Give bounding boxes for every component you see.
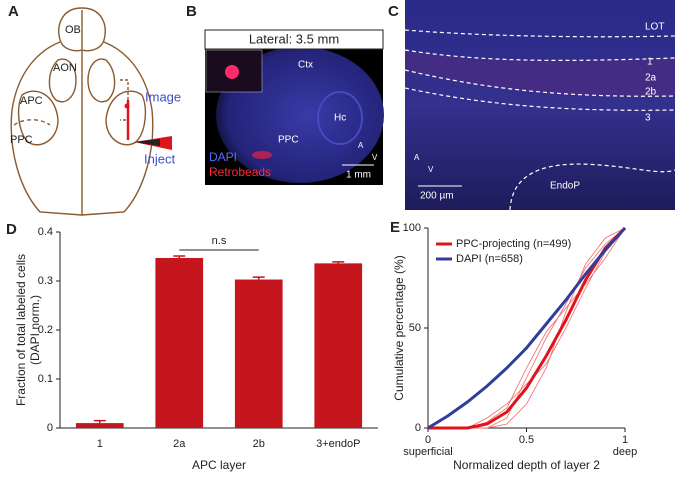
panel-letter: E (390, 219, 400, 236)
region-label: EndoP (550, 181, 580, 192)
x-axis-title: Normalized depth of layer 2 (453, 458, 600, 472)
scale-label: 200 µm (420, 191, 454, 202)
y-tick-label: 0.4 (38, 226, 53, 238)
axis-end-label: superficial (403, 446, 453, 458)
panel-letter: A (8, 3, 19, 20)
bar (75, 423, 124, 428)
y-tick-label: 0 (47, 422, 53, 434)
y-tick-label: 100 (403, 222, 421, 234)
legend-label: PPC-projecting (n=499) (456, 238, 571, 250)
x-tick-label: 3+endoP (316, 438, 360, 450)
region-label: PPC (278, 135, 299, 146)
region-label: APC (20, 95, 43, 107)
panel-letter: D (6, 221, 17, 238)
compass-label: V (372, 153, 378, 162)
stain-label: DAPI (209, 150, 237, 164)
y-axis-title: Cumulative percentage (%) (392, 255, 406, 400)
hippocampus (317, 91, 363, 145)
inset (205, 49, 263, 93)
y-axis-title: (DAPI norm.) (28, 295, 42, 365)
bar (155, 257, 204, 428)
compass-label: V (428, 165, 434, 174)
title-box (204, 29, 384, 50)
layer-band (405, 50, 675, 97)
scale-label: 1 mm (346, 170, 371, 181)
layer-label: 2b (645, 87, 657, 98)
layer-label: 3 (645, 113, 651, 124)
error-bar (252, 276, 265, 280)
image-label: Image (145, 89, 181, 104)
region-label: Hc (334, 113, 346, 124)
x-tick-label: 2b (253, 438, 265, 450)
layer-label: 2a (645, 73, 657, 84)
legend-label: DAPI (n=658) (456, 253, 523, 265)
panel-title: Lateral: 3.5 mm (249, 31, 339, 46)
brain-diagram (10, 7, 172, 216)
compass-label: A (414, 153, 420, 162)
panel-letter: C (388, 3, 399, 20)
region-label: Ctx (298, 60, 313, 71)
y-tick-label: 50 (409, 322, 421, 334)
micrograph (405, 0, 675, 210)
layer-label: 1 (647, 57, 653, 68)
y-tick-label: 0.3 (38, 275, 53, 287)
bar (314, 263, 363, 428)
panel-letter: B (186, 3, 197, 20)
region-label: OB (65, 24, 81, 36)
x-tick-label: 1 (622, 434, 628, 446)
region-label: AON (53, 62, 77, 74)
region-label: PPC (10, 134, 33, 146)
series-line (428, 226, 627, 430)
x-tick-label: 0 (425, 434, 431, 446)
error-bar (173, 255, 186, 258)
bead-cluster (252, 151, 272, 159)
significance-label: n.s (212, 235, 227, 247)
bar (234, 279, 283, 428)
x-tick-label: 2a (173, 438, 186, 450)
axis-end-label: deep (613, 446, 637, 458)
layer-label: LOT (645, 22, 664, 33)
y-tick-label: 0 (415, 422, 421, 434)
error-bar (93, 419, 106, 424)
error-bar (332, 261, 345, 264)
x-tick-label: 0.5 (519, 434, 534, 446)
stain-label: Retrobeads (209, 165, 271, 179)
compass-label: A (358, 141, 364, 150)
y-tick-label: 0.2 (38, 324, 53, 336)
x-tick-label: 1 (97, 438, 103, 450)
y-tick-label: 0.1 (38, 373, 53, 385)
series-line (427, 226, 627, 430)
inject-label: Inject (144, 151, 175, 166)
x-axis-title: APC layer (192, 458, 246, 472)
inset-cell (225, 65, 239, 79)
y-axis-title: Fraction of total labeled cells (14, 254, 28, 406)
